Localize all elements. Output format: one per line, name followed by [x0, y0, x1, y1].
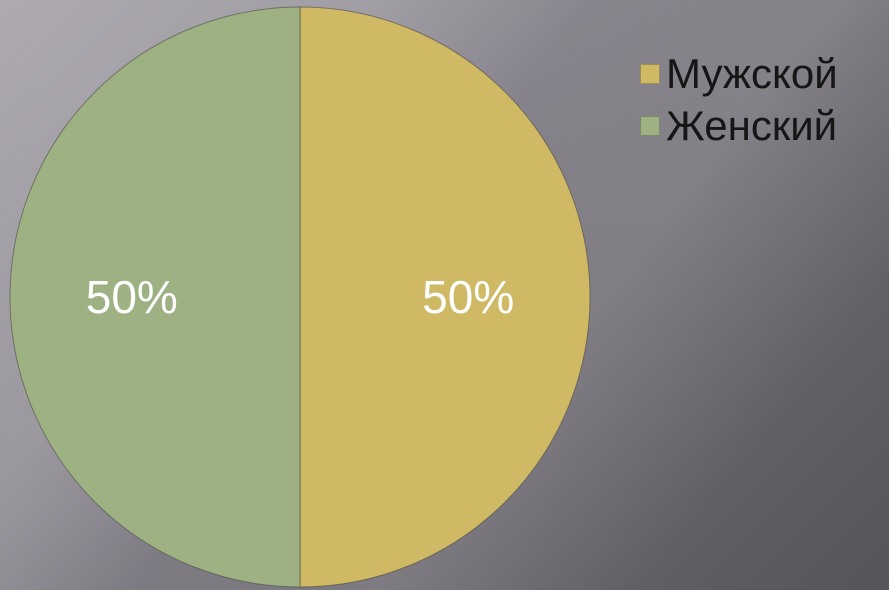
pie-data-labels: 50% 50%: [86, 271, 514, 323]
pie-slice-female: [9, 6, 301, 588]
pie-slices: [9, 6, 591, 588]
data-label-female: 50%: [86, 271, 178, 323]
legend: Мужской Женский: [640, 48, 838, 152]
legend-swatch-male: [640, 64, 660, 84]
legend-label-female: Женский: [666, 102, 838, 149]
legend-swatch-female: [640, 116, 660, 136]
legend-item-female: Женский: [640, 100, 838, 152]
legend-item-male: Мужской: [640, 48, 838, 100]
data-label-male: 50%: [422, 271, 514, 323]
pie-slice-male: [299, 6, 591, 588]
legend-label-male: Мужской: [666, 50, 838, 97]
